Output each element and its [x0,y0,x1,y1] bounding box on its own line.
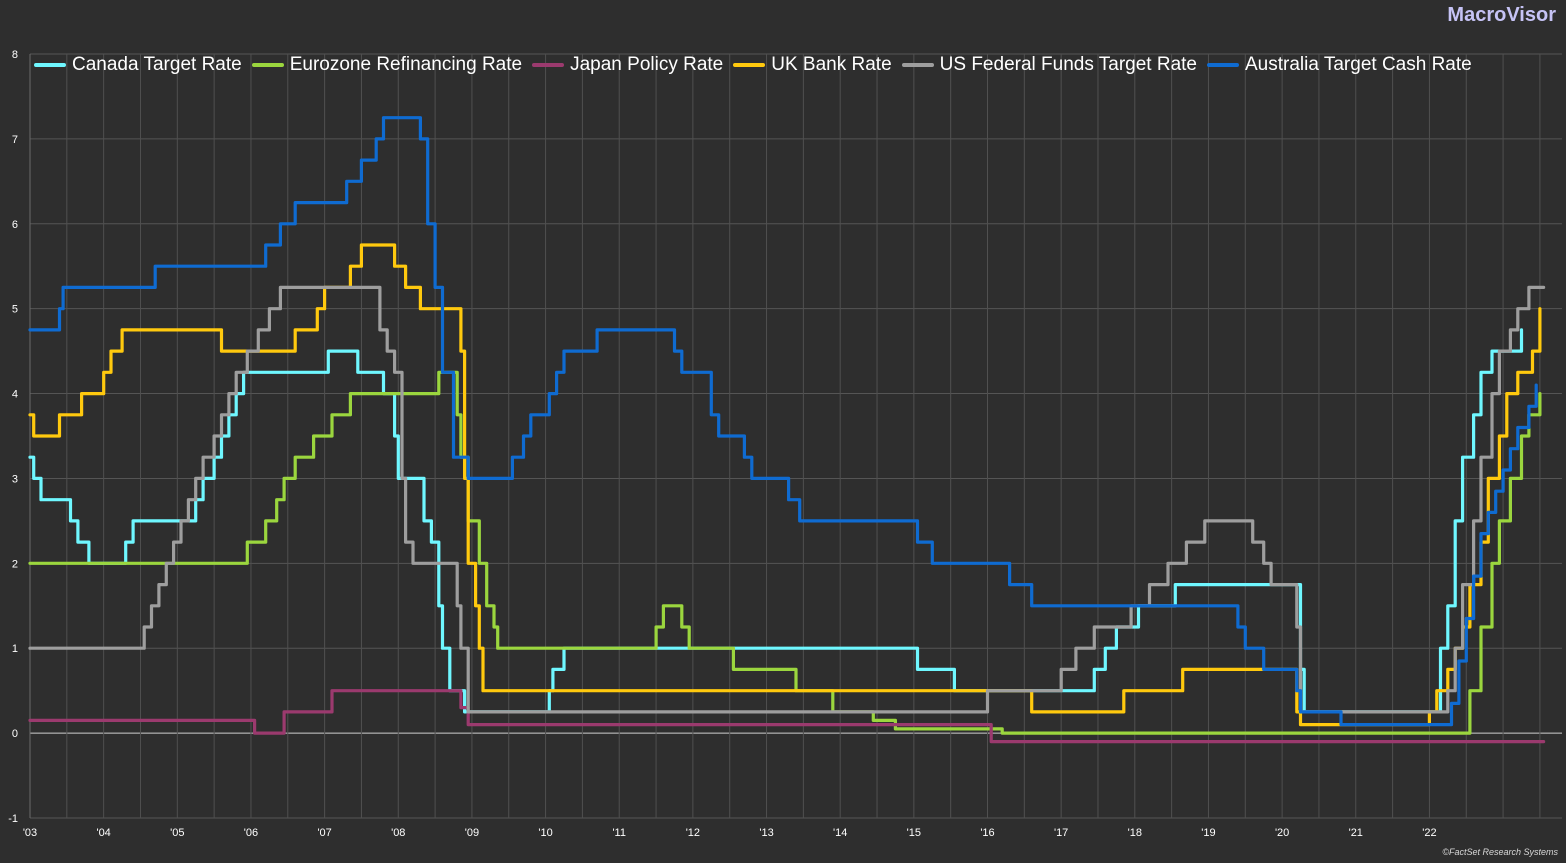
chart-legend: Canada Target Rate Eurozone Refinancing R… [34,54,1472,76]
legend-swatch [251,63,284,67]
brand-logo-text: MacroVisor [1447,4,1556,26]
legend-item-3: UK Bank Rate [733,54,892,76]
legend-label: Australia Target Cash Rate [1245,54,1472,75]
legend-item-4: US Federal Funds Target Rate [901,54,1197,76]
series-line-4 [28,285,1546,714]
x-tick-label: '13 [759,827,773,839]
legend-label: Canada Target Rate [72,54,242,75]
x-tick-label: '16 [980,827,994,839]
legend-swatch [901,63,934,67]
y-tick-label: 4 [12,389,18,401]
x-tick-label: '06 [244,827,258,839]
copyright-text: ©FactSet Research Systems [1442,847,1558,857]
x-axis-tick-labels: '03 '04 '05 '06 '07 '08 '09 '10 '11 '12 '13 '14 '15 '… [23,827,1437,839]
y-tick-label: 2 [12,558,18,570]
legend-swatch [532,63,565,67]
y-axis-tick-labels: -1 0 1 2 3 4 5 6 7 8 [8,49,18,825]
x-tick-label: '03 [23,827,37,839]
legend-label: US Federal Funds Target Rate [939,54,1197,75]
legend-swatch [1207,63,1239,67]
x-tick-label: '20 [1275,827,1289,839]
grid-lines [29,53,1562,819]
y-tick-label: 7 [12,134,18,146]
x-tick-label: '17 [1054,827,1068,839]
y-tick-label: 3 [12,473,18,485]
y-tick-label: -1 [8,813,18,825]
legend-item-5: Australia Target Cash Rate [1207,54,1472,76]
x-tick-label: '14 [833,827,847,839]
y-tick-label: 0 [12,728,18,740]
series-line-0 [28,328,1524,714]
series-line-1 [28,370,1542,735]
y-tick-label: 8 [12,49,18,61]
x-tick-label: '10 [538,827,552,839]
x-tick-label: '19 [1201,827,1215,839]
x-tick-label: '11 [612,827,626,839]
x-tick-label: '15 [907,827,921,839]
series-line-5 [28,116,1538,727]
x-tick-label: '09 [465,827,479,839]
x-tick-label: '08 [391,827,405,839]
y-tick-label: 1 [12,643,18,655]
legend-label: Japan Policy Rate [570,54,724,75]
x-tick-label: '07 [317,827,331,839]
series-line-3 [28,243,1542,727]
y-tick-label: 6 [12,219,18,231]
legend-item-1: Eurozone Refinancing Rate [251,54,523,76]
x-tick-label: '18 [1128,827,1142,839]
x-tick-label: '21 [1349,827,1363,839]
x-tick-label: '22 [1422,827,1436,839]
x-tick-label: '12 [686,827,700,839]
legend-item-2: Japan Policy Rate [532,54,723,76]
legend-swatch [34,63,66,67]
x-tick-label: '05 [170,827,184,839]
x-tick-label: '04 [96,827,110,839]
series-lines [28,116,1546,744]
legend-label: UK Bank Rate [771,54,892,75]
legend-label: Eurozone Refinancing Rate [289,54,523,75]
legend-swatch [733,63,766,67]
series-line-2 [28,689,1546,744]
y-tick-label: 5 [12,304,18,316]
legend-item-0: Canada Target Rate [34,54,242,76]
